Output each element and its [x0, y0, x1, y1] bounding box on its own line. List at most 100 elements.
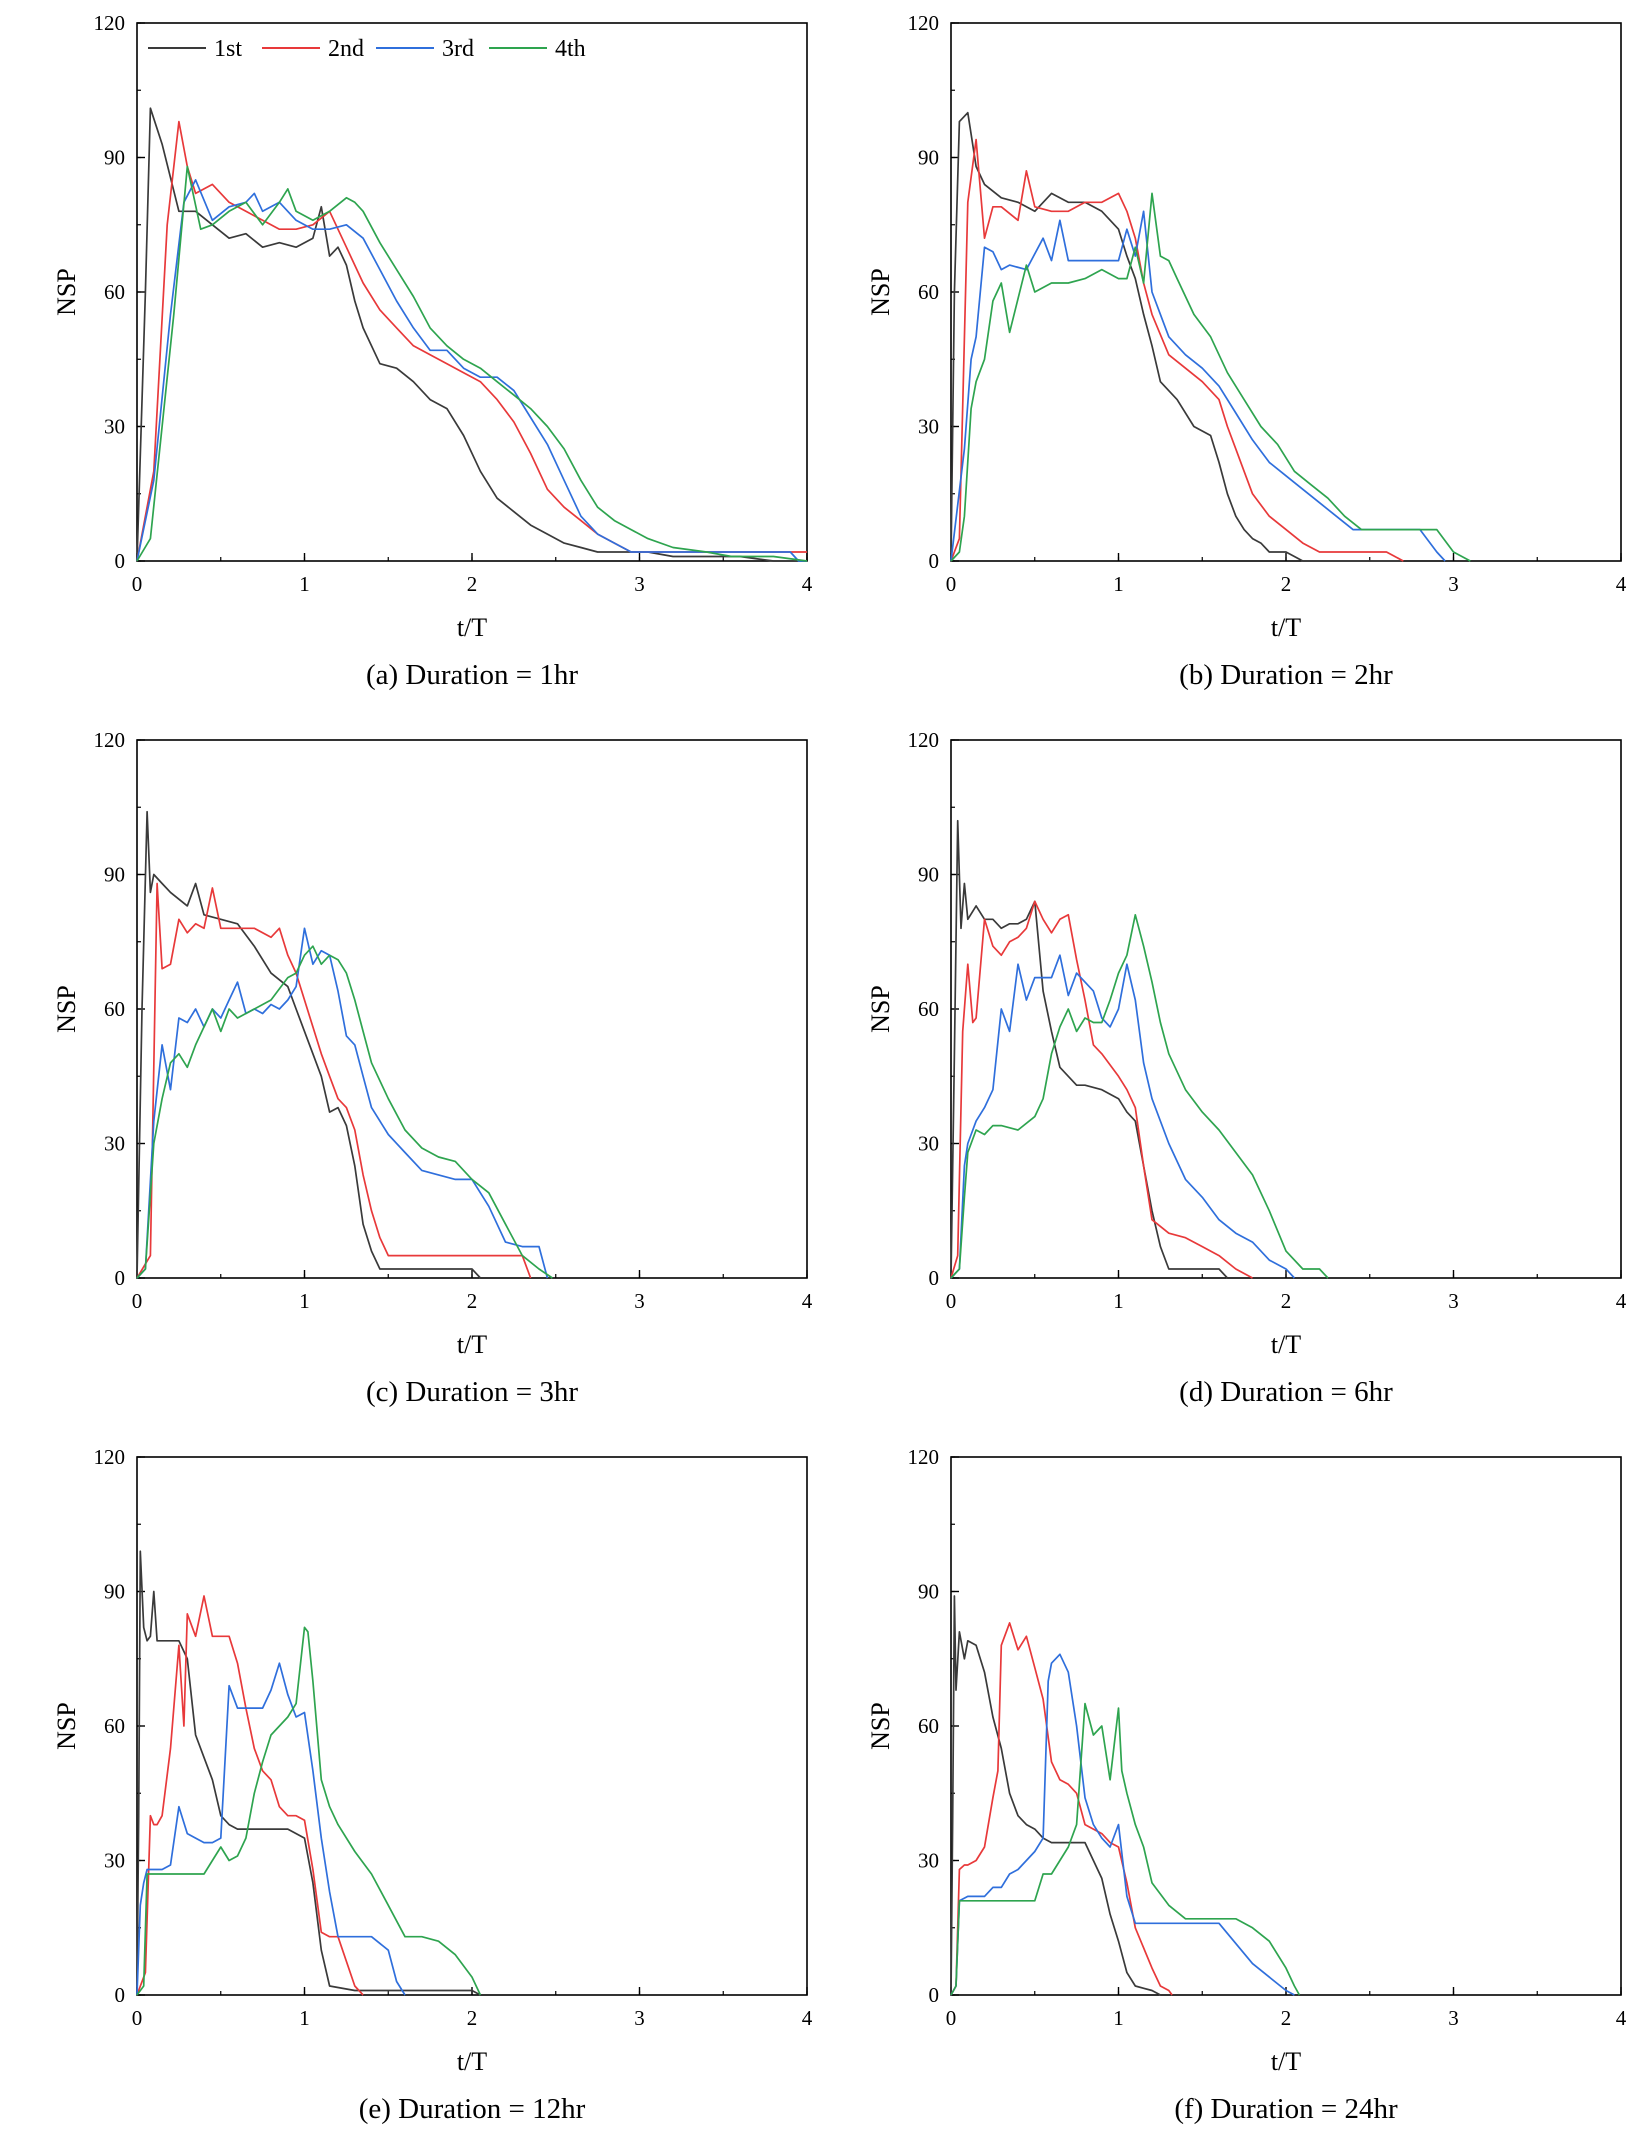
- x-tick-label: 0: [946, 2006, 957, 2030]
- series-line-4th: [136, 945, 553, 1279]
- panel-caption: (d) Duration = 6hr: [1179, 1376, 1393, 1408]
- y-tick-label: 30: [104, 415, 125, 439]
- y-tick-label: 120: [94, 1445, 126, 1469]
- y-tick-label: 90: [104, 146, 125, 170]
- panel-caption: (c) Duration = 3hr: [366, 1376, 578, 1408]
- series-group: [950, 1595, 1301, 1996]
- plot-frame: [136, 739, 808, 1279]
- x-tick-label: 0: [132, 2006, 143, 2030]
- series-line-4th: [950, 913, 1329, 1279]
- x-tick-label: 0: [132, 1289, 143, 1313]
- y-tick-label: 60: [104, 280, 125, 304]
- series-line-4th: [136, 1626, 482, 1996]
- panel-caption: (e) Duration = 12hr: [359, 2093, 586, 2125]
- y-axis-label: NSP: [52, 985, 81, 1033]
- series-line-3rd: [136, 927, 549, 1279]
- y-tick-label: 120: [908, 11, 940, 35]
- y-tick-label: 90: [104, 863, 125, 887]
- y-tick-label: 90: [104, 1580, 125, 1604]
- y-tick-label: 120: [908, 728, 940, 752]
- y-tick-label: 60: [104, 997, 125, 1021]
- series-line-1st: [950, 111, 1404, 562]
- y-tick-label: 0: [115, 1266, 126, 1290]
- x-tick-label: 1: [299, 2006, 310, 2030]
- series-group: [950, 111, 1471, 562]
- y-tick-label: 30: [104, 1849, 125, 1873]
- y-tick-label: 30: [104, 1132, 125, 1156]
- x-tick-label: 2: [467, 572, 478, 596]
- series-line-4th: [950, 192, 1471, 562]
- x-axis-label: t/T: [1271, 2047, 1301, 2076]
- x-tick-label: 2: [467, 1289, 478, 1313]
- x-axis-label: t/T: [1271, 1330, 1301, 1359]
- panel-caption: (a) Duration = 1hr: [366, 659, 578, 691]
- x-tick-label: 3: [634, 1289, 645, 1313]
- series-line-4th: [950, 1702, 1301, 1996]
- series-line-1st: [136, 107, 807, 562]
- series-group: [136, 107, 808, 562]
- plot-frame: [136, 22, 808, 562]
- x-tick-label: 2: [1281, 572, 1292, 596]
- y-tick-label: 30: [918, 1132, 939, 1156]
- legend-label-1st: 1st: [214, 36, 242, 62]
- x-axis-label: t/T: [457, 2047, 487, 2076]
- y-tick-label: 0: [115, 1983, 126, 2007]
- chart-panel-f: 0 1 2 3 4 0 30 60 90 120 t/T NSP (f) Duration = 24hr: [866, 1445, 1627, 2125]
- x-tick-label: 3: [634, 572, 645, 596]
- plot-frame: [136, 1456, 808, 1996]
- series-line-3rd: [950, 210, 1446, 562]
- x-tick-label: 3: [634, 2006, 645, 2030]
- series-line-3rd: [136, 179, 807, 562]
- y-tick-label: 120: [94, 11, 126, 35]
- x-tick-label: 4: [802, 1289, 813, 1313]
- series-line-2nd: [136, 882, 532, 1279]
- x-tick-label: 3: [1448, 2006, 1459, 2030]
- y-tick-label: 60: [918, 1714, 939, 1738]
- series-line-4th: [136, 165, 808, 562]
- x-tick-label: 4: [802, 2006, 813, 2030]
- y-tick-label: 120: [908, 1445, 940, 1469]
- chart-panel-d: 0 1 2 3 4 0 30 60 90 120 t/T NSP (d) Duration = 6hr: [866, 728, 1627, 1408]
- y-tick-label: 0: [115, 549, 126, 573]
- plot-frame: [950, 1456, 1622, 1996]
- y-tick-label: 90: [918, 146, 939, 170]
- x-tick-label: 1: [1113, 1289, 1124, 1313]
- x-tick-label: 1: [1113, 2006, 1124, 2030]
- series-line-2nd: [950, 1622, 1173, 1996]
- y-axis-label: NSP: [52, 268, 81, 316]
- series-line-2nd: [136, 1595, 364, 1996]
- legend: 1st 2nd 3rd 4th: [148, 36, 586, 62]
- y-axis-label: NSP: [866, 1702, 895, 1750]
- x-tick-label: 2: [1281, 2006, 1292, 2030]
- series-group: [136, 810, 553, 1279]
- series-line-1st: [950, 1595, 1161, 1996]
- y-tick-label: 30: [918, 415, 939, 439]
- y-tick-label: 0: [929, 549, 940, 573]
- y-tick-label: 120: [94, 728, 126, 752]
- y-tick-label: 60: [918, 997, 939, 1021]
- x-tick-label: 4: [802, 572, 813, 596]
- y-tick-label: 90: [918, 1580, 939, 1604]
- panel-caption: (f) Duration = 24hr: [1174, 2093, 1398, 2125]
- series-line-2nd: [950, 900, 1253, 1279]
- legend-label-4th: 4th: [555, 36, 586, 62]
- plot-frame: [950, 22, 1622, 562]
- y-tick-label: 30: [918, 1849, 939, 1873]
- y-axis-label: NSP: [52, 1702, 81, 1750]
- x-tick-label: 3: [1448, 572, 1459, 596]
- x-axis-label: t/T: [457, 1330, 487, 1359]
- y-tick-label: 90: [918, 863, 939, 887]
- chart-panel-b: 0 1 2 3 4 0 30 60 90 120 t/T NSP (b) Duration = 2hr: [866, 11, 1627, 691]
- x-tick-label: 1: [1113, 572, 1124, 596]
- series-line-2nd: [136, 120, 807, 562]
- y-tick-label: 0: [929, 1266, 940, 1290]
- x-tick-label: 1: [299, 572, 310, 596]
- panel-caption: (b) Duration = 2hr: [1179, 659, 1393, 691]
- x-tick-label: 4: [1616, 1289, 1627, 1313]
- x-tick-label: 2: [1281, 1289, 1292, 1313]
- x-tick-label: 0: [946, 572, 957, 596]
- series-group: [950, 819, 1329, 1279]
- x-tick-label: 0: [946, 1289, 957, 1313]
- series-line-1st: [136, 810, 482, 1279]
